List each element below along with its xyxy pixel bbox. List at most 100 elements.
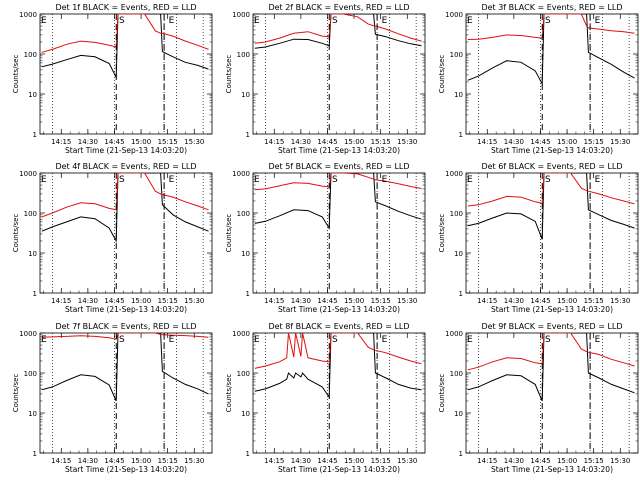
plot-frame xyxy=(465,172,639,294)
panel-det-2: Det 2f BLACK = Events, RED = LLD 1 10 100 10… xyxy=(225,3,426,155)
x-tick-label: 15:30 xyxy=(184,138,204,146)
y-tick-label: 1000 xyxy=(232,11,250,19)
x-axis-label: Start Time (21-Sep-13 14:03:20) xyxy=(491,465,613,474)
event-marker-label: E xyxy=(254,16,260,26)
series-line-events xyxy=(467,173,635,240)
x-tick-label: 14:15 xyxy=(264,297,284,305)
event-marker-label: E xyxy=(254,335,260,345)
series-line-lld xyxy=(41,173,209,218)
x-tick-label: 14:30 xyxy=(78,457,98,465)
y-tick-label: 1000 xyxy=(232,170,250,178)
x-tick-label: 15:15 xyxy=(584,297,604,305)
x-tick-label: 14:45 xyxy=(104,297,124,305)
y-tick-label: 100 xyxy=(450,370,463,378)
y-axis-label: Counts/sec xyxy=(12,214,20,253)
y-tick-label: 1000 xyxy=(19,170,37,178)
event-marker-label: S xyxy=(332,175,338,185)
y-tick-label: 1 xyxy=(246,450,250,458)
y-axis-label: Counts/sec xyxy=(12,374,20,413)
x-tick-label: 14:15 xyxy=(51,457,71,465)
plot-frame xyxy=(252,172,426,294)
event-marker-label: E xyxy=(254,175,260,185)
event-marker-label: E xyxy=(41,335,47,345)
event-marker-label: S xyxy=(119,16,125,26)
y-tick-label: 1000 xyxy=(232,330,250,338)
x-axis-label: Start Time (21-Sep-13 14:03:20) xyxy=(278,305,400,314)
series-group xyxy=(254,333,422,399)
x-tick-label: 14:45 xyxy=(530,297,550,305)
x-tick-label: 15:30 xyxy=(610,457,630,465)
panel-det-5: Det 5f BLACK = Events, RED = LLD 1 10 100 10… xyxy=(225,162,426,314)
x-tick-label: 14:45 xyxy=(317,297,337,305)
x-tick-label: 15:15 xyxy=(584,138,604,146)
x-tick-label: 14:45 xyxy=(530,457,550,465)
x-tick-label: 14:15 xyxy=(264,138,284,146)
x-tick-label: 15:00 xyxy=(131,297,151,305)
x-tick-label: 15:30 xyxy=(397,297,417,305)
x-axis-label: Start Time (21-Sep-13 14:03:20) xyxy=(491,146,613,155)
y-tick-label: 10 xyxy=(28,250,37,258)
x-tick-label: 15:30 xyxy=(184,297,204,305)
panel-title: Det 2f BLACK = Events, RED = LLD xyxy=(268,3,409,12)
panel-title: Det 1f BLACK = Events, RED = LLD xyxy=(55,3,196,12)
y-tick-label: 10 xyxy=(28,91,37,99)
x-tick-label: 15:15 xyxy=(371,297,391,305)
event-marker-label: E xyxy=(467,16,473,26)
y-tick-label: 1000 xyxy=(445,11,463,19)
series-line-events xyxy=(41,173,209,243)
y-tick-label: 1 xyxy=(33,290,37,298)
x-tick-label: 15:15 xyxy=(371,138,391,146)
plot-frame xyxy=(252,13,426,135)
series-group xyxy=(41,333,209,402)
event-marker-label: S xyxy=(332,16,338,26)
x-tick-label: 14:30 xyxy=(291,457,311,465)
series-line-lld xyxy=(467,173,635,207)
y-tick-label: 1000 xyxy=(445,330,463,338)
series-line-events xyxy=(254,333,422,399)
y-tick-label: 1000 xyxy=(19,11,37,19)
event-marker-label: S xyxy=(332,335,338,345)
y-tick-label: 100 xyxy=(237,370,250,378)
x-tick-label: 15:15 xyxy=(584,457,604,465)
panel-det-1: Det 1f BLACK = Events, RED = LLD 1 10 100 10… xyxy=(12,3,213,155)
event-marker-label: E xyxy=(382,175,388,185)
x-tick-label: 14:30 xyxy=(78,297,98,305)
x-tick-label: 15:00 xyxy=(344,457,364,465)
x-axis-label: Start Time (21-Sep-13 14:03:20) xyxy=(65,146,187,155)
y-tick-label: 1 xyxy=(246,131,250,139)
panel-title: Det 3f BLACK = Events, RED = LLD xyxy=(481,3,622,12)
panel-title: Det 7f BLACK = Events, RED = LLD xyxy=(55,322,196,331)
panel-title: Det 8f BLACK = Events, RED = LLD xyxy=(268,322,409,331)
x-tick-label: 14:30 xyxy=(78,138,98,146)
y-tick-label: 10 xyxy=(454,250,463,258)
x-tick-label: 14:15 xyxy=(477,138,497,146)
x-tick-label: 15:00 xyxy=(557,297,577,305)
event-marker-label: S xyxy=(119,175,125,185)
series-line-lld xyxy=(41,14,209,53)
series-line-events xyxy=(254,14,422,49)
y-axis-label: Counts/sec xyxy=(438,374,446,413)
x-tick-label: 14:15 xyxy=(477,457,497,465)
y-axis-label: Counts/sec xyxy=(438,55,446,94)
event-marker-label: E xyxy=(467,335,473,345)
panel-det-3: Det 3f BLACK = Events, RED = LLD 1 10 100 10… xyxy=(438,3,639,155)
x-tick-label: 15:15 xyxy=(371,457,391,465)
x-tick-label: 15:30 xyxy=(397,138,417,146)
panel-title: Det 9f BLACK = Events, RED = LLD xyxy=(481,322,622,331)
y-axis-label: Counts/sec xyxy=(438,214,446,253)
series-group xyxy=(467,173,635,240)
x-tick-label: 14:45 xyxy=(104,457,124,465)
plot-frame xyxy=(465,332,639,454)
event-marker-label: E xyxy=(595,16,601,26)
event-marker-label: E xyxy=(41,175,47,185)
x-tick-label: 14:30 xyxy=(504,457,524,465)
panel-title: Det 6f BLACK = Events, RED = LLD xyxy=(481,162,622,171)
panel-det-4: Det 4f BLACK = Events, RED = LLD 1 10 100 10… xyxy=(12,162,213,314)
y-tick-label: 1000 xyxy=(445,170,463,178)
x-tick-label: 15:30 xyxy=(610,138,630,146)
x-tick-label: 14:45 xyxy=(317,138,337,146)
y-axis-label: Counts/sec xyxy=(225,374,233,413)
series-line-lld xyxy=(467,14,635,40)
x-tick-label: 14:15 xyxy=(51,297,71,305)
